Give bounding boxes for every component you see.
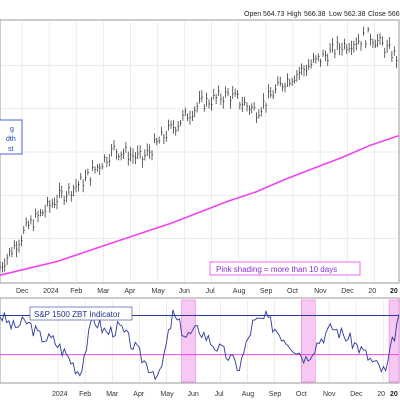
indicator-x-tick-label: Aug [242, 391, 255, 398]
indicator-x-tick-label: Mar [106, 391, 119, 398]
indicator-legend-text: S&P 1500 ZBT Indicator [34, 310, 120, 319]
indicator-legend-frame [29, 306, 133, 321]
indicator-shaded-period [388, 299, 400, 383]
indicator-line [0, 309, 400, 381]
indicator-grid [57, 300, 384, 382]
indicator-x-tick-label: Oct [296, 391, 307, 398]
indicator-x-tick-label: 20 [377, 391, 385, 398]
high-value: 566.38 [304, 11, 326, 18]
right-axis-label-bottom: 20 [390, 391, 398, 398]
indicator-shaded-period [301, 299, 316, 383]
moving-average-group [0, 134, 400, 276]
price-x-tick-label: Dec [341, 288, 354, 295]
price-x-tick-label: Jul [206, 288, 215, 295]
indicator-x-tick-label: May [160, 391, 174, 398]
price-x-tick-label: 20 [368, 288, 376, 295]
price-x-tick-label: Jun [179, 288, 190, 295]
indicator-legend: S&P 1500 ZBT Indicator [29, 306, 133, 321]
annotation-line-3: st [8, 146, 14, 153]
price-x-tick-label: Sep [260, 288, 273, 295]
indicator-line-group [0, 309, 400, 381]
annotation-line-2: dth [6, 136, 16, 143]
indicator-x-tick-label: Sep [269, 391, 282, 398]
annotation-box: g dth st [0, 119, 23, 155]
price-x-tick-label: Apr [124, 288, 136, 295]
indicator-x-tick-label: Dec [350, 391, 363, 398]
low-value: 562.38 [344, 11, 366, 18]
price-panel-frame [0, 19, 400, 284]
indicator-x-tick-label: Nov [323, 391, 336, 398]
indicator-x-axis: 2024 Feb Mar Apr May Jun Jul Aug Sep Oct Nov Dec 20 [52, 391, 385, 398]
price-x-tick-label: 2024 [43, 288, 59, 295]
price-x-tick-label: Mar [97, 288, 110, 295]
price-x-tick-label: Oct [287, 288, 298, 295]
annotation-box-frame [0, 119, 23, 155]
indicator-shading-group [181, 299, 400, 383]
indicator-reference-lines [0, 314, 399, 356]
close-value: 566 [388, 11, 400, 18]
price-x-tick-label: May [152, 288, 166, 295]
moving-average-line [0, 134, 400, 276]
open-label: Open [244, 11, 261, 18]
open-value: 564.73 [263, 11, 285, 18]
close-label: Close [368, 11, 386, 18]
price-x-axis: Dec 2024 Feb Mar Apr May Jun Jul Aug Sep Oct Nov Dec… [16, 288, 376, 295]
price-x-tick-label: Dec [16, 288, 29, 295]
indicator-x-tick-label: Jun [188, 391, 199, 398]
price-bars-group [0, 26, 398, 273]
price-x-tick-label: Nov [314, 288, 327, 295]
pink-shading-note: Pink shading = more than 10 days [209, 261, 361, 276]
ohlc-readout: Open 564.73 High 566.38 Low 562.38 Close… [244, 11, 400, 18]
low-label: Low [329, 11, 343, 18]
indicator-x-tick-label: Feb [79, 391, 91, 398]
price-grid [0, 22, 399, 282]
right-axis-label-top: 20 [390, 288, 398, 295]
indicator-x-tick-label: 2024 [52, 391, 68, 398]
high-label: High [287, 11, 302, 18]
pink-note-text: Pink shading = more than 10 days [216, 265, 337, 274]
indicator-shaded-period [181, 299, 196, 383]
annotation-line-1: g [10, 126, 14, 133]
pink-note-frame [209, 261, 361, 276]
price-x-tick-label: Feb [70, 288, 82, 295]
indicator-x-tick-label: Apr [133, 391, 145, 398]
indicator-x-tick-label: Jul [215, 391, 224, 398]
price-x-tick-label: Aug [233, 288, 246, 295]
